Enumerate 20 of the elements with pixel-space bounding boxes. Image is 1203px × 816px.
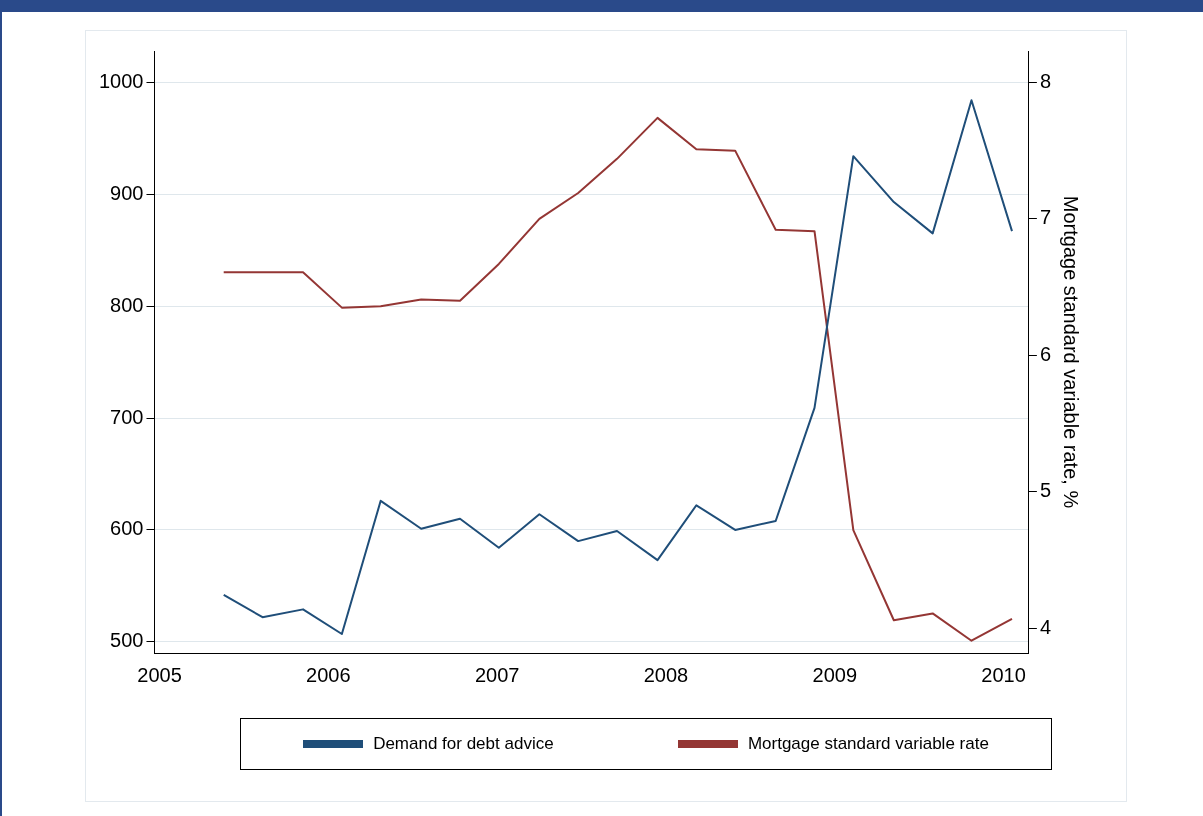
- y2-tick-label: 6: [1039, 342, 1051, 365]
- y2-axis-title: Mortgage standard variable rate, %: [1060, 195, 1083, 509]
- x-tick-label: 2008: [643, 663, 689, 686]
- legend-label: Mortgage standard variable rate: [747, 734, 989, 754]
- y-tick-label: 900: [110, 181, 144, 204]
- y2-tick-label: 8: [1039, 69, 1051, 92]
- x-tick-label: 2009: [812, 663, 858, 686]
- x-tick-label: 2005: [137, 663, 182, 686]
- y2-tick-label: 7: [1039, 206, 1051, 229]
- y-tick-label: 500: [110, 629, 144, 652]
- legend-label: Demand for debt advice: [373, 734, 554, 754]
- x-tick-label: 2007: [474, 663, 520, 686]
- y-tick-label: 700: [110, 405, 144, 428]
- y-tick-label: 1000: [98, 69, 144, 92]
- y-tick-label: 600: [110, 517, 144, 540]
- y2-tick-label: 5: [1039, 479, 1051, 502]
- y2-tick-label: 4: [1039, 615, 1051, 638]
- x-tick-label: 2010: [981, 663, 1026, 686]
- x-tick-label: 2006: [306, 663, 351, 686]
- y-tick-label: 800: [110, 293, 144, 316]
